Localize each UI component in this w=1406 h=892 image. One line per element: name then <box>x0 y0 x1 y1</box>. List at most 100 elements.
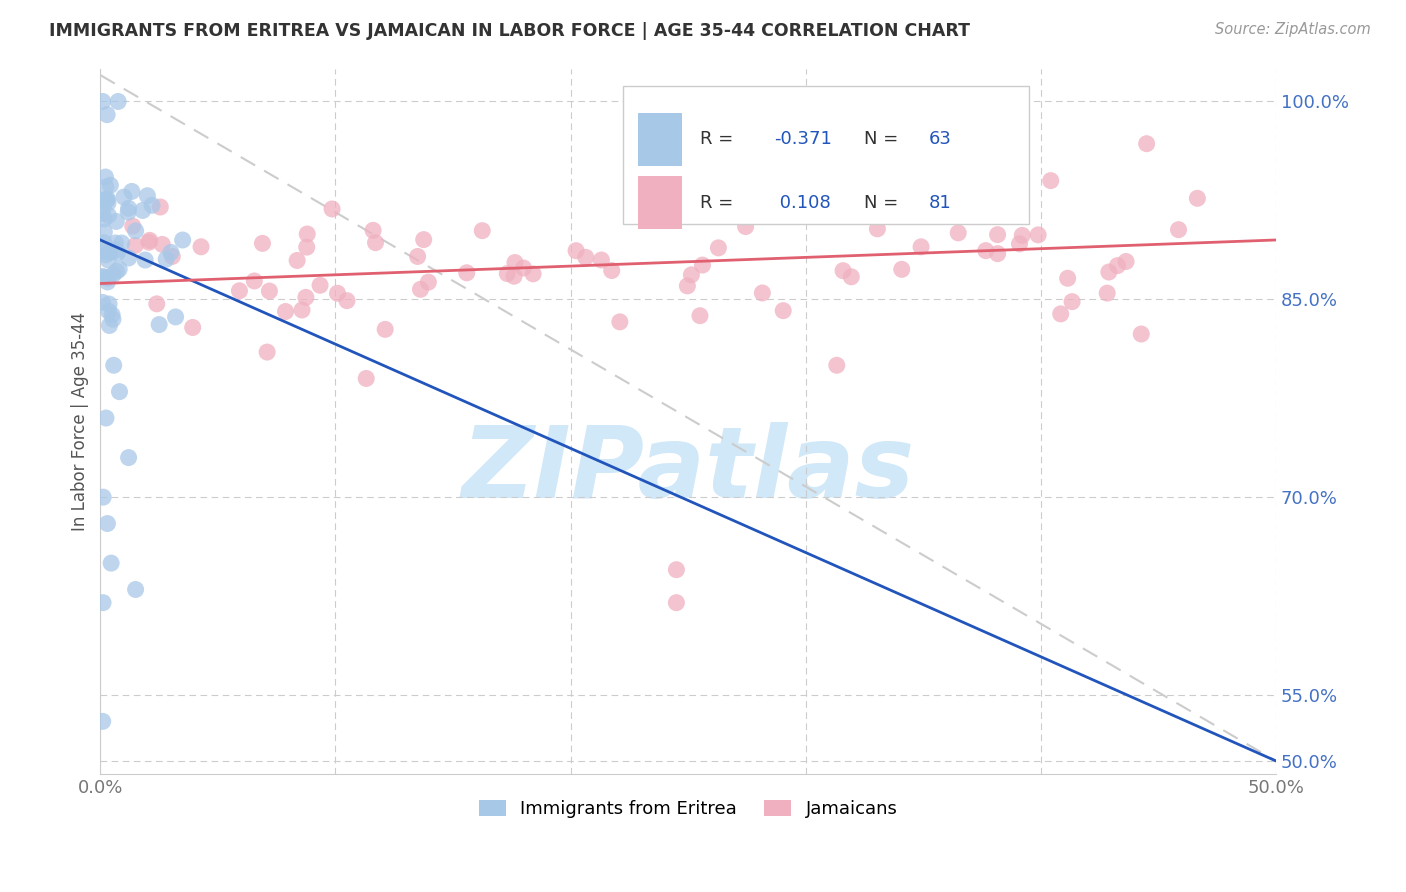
Text: 81: 81 <box>929 194 952 211</box>
Point <box>252 236 274 251</box>
Point <box>98 318 121 333</box>
Point <box>297 227 319 241</box>
Point <box>155 252 177 267</box>
Point <box>1098 265 1121 279</box>
Point <box>91 269 114 284</box>
Y-axis label: In Labor Force | Age 35-44: In Labor Force | Age 35-44 <box>72 312 89 531</box>
Text: -0.371: -0.371 <box>773 130 832 148</box>
Point <box>91 714 114 729</box>
Point <box>839 269 862 284</box>
Point <box>600 263 623 277</box>
Point <box>100 556 122 570</box>
Point <box>890 262 912 277</box>
Point <box>111 235 134 250</box>
Text: IMMIGRANTS FROM ERITREA VS JAMAICAN IN LABOR FORCE | AGE 35-44 CORRELATION CHART: IMMIGRANTS FROM ERITREA VS JAMAICAN IN L… <box>49 22 970 40</box>
Point <box>117 202 139 216</box>
Point <box>364 235 387 250</box>
Point <box>689 309 711 323</box>
Point <box>96 192 118 206</box>
Point <box>93 235 115 250</box>
Point <box>105 214 128 228</box>
Point <box>136 188 159 202</box>
Point <box>751 285 773 300</box>
Point <box>94 180 117 194</box>
Point <box>295 290 318 304</box>
Point <box>91 244 114 258</box>
Point <box>361 223 384 237</box>
Point <box>94 170 117 185</box>
Point <box>172 233 194 247</box>
Point <box>107 95 129 109</box>
Text: R =: R = <box>700 130 740 148</box>
Point <box>676 279 699 293</box>
Point <box>825 358 848 372</box>
Point <box>97 271 120 285</box>
Text: R =: R = <box>700 194 740 211</box>
Point <box>148 318 170 332</box>
Text: N =: N = <box>865 194 904 211</box>
Point <box>97 253 120 268</box>
Point <box>456 266 478 280</box>
Point <box>103 268 125 282</box>
Point <box>1115 254 1137 268</box>
Point <box>259 284 281 298</box>
Point <box>1008 236 1031 251</box>
Point <box>412 233 434 247</box>
Point <box>98 178 121 193</box>
Point <box>112 190 135 204</box>
Text: 63: 63 <box>929 130 952 148</box>
Point <box>336 293 359 308</box>
Point <box>108 384 131 399</box>
Point <box>104 235 127 250</box>
Point <box>150 237 173 252</box>
Point <box>987 246 1010 260</box>
Point <box>91 295 114 310</box>
Point <box>665 563 688 577</box>
Point <box>948 226 970 240</box>
Point <box>1136 136 1159 151</box>
Point <box>94 193 117 207</box>
Point <box>165 310 187 324</box>
Point <box>866 222 889 236</box>
Point <box>692 258 714 272</box>
Point <box>409 282 432 296</box>
Point <box>591 252 613 267</box>
Point <box>285 253 308 268</box>
Point <box>471 224 494 238</box>
Point <box>734 219 756 234</box>
Point <box>117 205 139 219</box>
Point <box>94 411 117 425</box>
Point <box>321 202 343 216</box>
Point <box>91 596 114 610</box>
Point <box>96 193 118 207</box>
Point <box>108 262 131 277</box>
Point <box>96 108 118 122</box>
Point <box>496 267 519 281</box>
Point <box>512 260 534 275</box>
Point <box>181 320 204 334</box>
Point <box>94 248 117 262</box>
Point <box>97 209 120 223</box>
Point <box>121 185 143 199</box>
Point <box>503 269 526 284</box>
Point <box>103 358 125 372</box>
Point <box>354 371 377 385</box>
Point <box>1167 222 1189 236</box>
Point <box>832 263 855 277</box>
Point <box>665 596 688 610</box>
Point <box>1107 259 1129 273</box>
Point <box>134 253 156 268</box>
Point <box>117 450 139 465</box>
Point <box>1039 173 1062 187</box>
Point <box>374 322 396 336</box>
Point <box>418 275 440 289</box>
Point <box>121 219 143 234</box>
Point <box>98 297 121 311</box>
Point <box>1095 286 1118 301</box>
Point <box>98 245 121 260</box>
Point <box>228 284 250 298</box>
Point <box>772 303 794 318</box>
Point <box>91 206 114 220</box>
Point <box>1060 294 1083 309</box>
Point <box>149 200 172 214</box>
